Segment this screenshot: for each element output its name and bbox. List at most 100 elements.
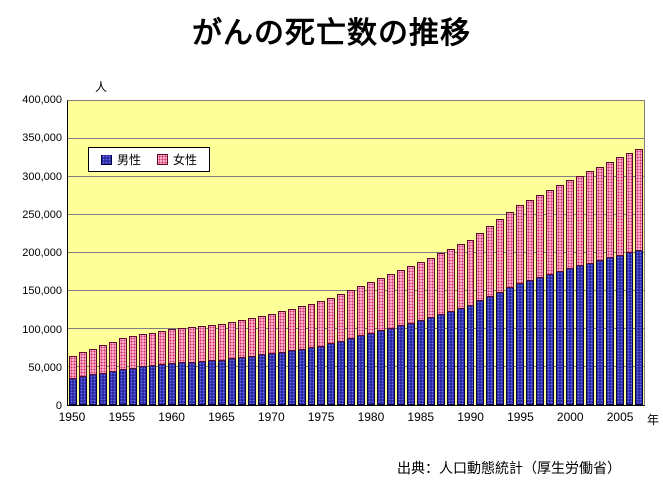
bar-segment-male-1982 (387, 328, 395, 405)
bar-segment-male-1969 (257, 355, 266, 405)
bar-segment-female-1962 (188, 326, 197, 363)
bar-segment-female-1963 (198, 325, 207, 362)
bar-2006 (625, 101, 635, 405)
bar-segment-female-1982 (387, 274, 395, 329)
y-tick-label-250000: 250,000 (22, 208, 62, 221)
x-axis-labels: 1950 1955 1960 1965 1970 1975 1980 1985 1990 1995… (59, 410, 645, 426)
bar-2007 (634, 101, 644, 405)
bar-1985 (416, 101, 426, 405)
legend-label-male: 男性 (117, 153, 142, 167)
bar-segment-male-2005 (615, 255, 624, 405)
bar-segment-female-1999 (555, 185, 564, 272)
plot-area: 男性 女性 (67, 100, 645, 406)
x-tick-label-1995: 1995 (507, 410, 534, 424)
bar-1957 (138, 101, 148, 405)
bar-segment-female-1987 (436, 253, 445, 315)
bar-segment-male-1973 (297, 349, 306, 405)
bar-1966 (227, 101, 237, 405)
bar-segment-male-1975 (317, 346, 326, 405)
bar-1960 (167, 101, 177, 405)
bar-segment-female-2005 (615, 157, 624, 256)
bar-1956 (128, 101, 138, 405)
bar-segment-male-1994 (506, 288, 515, 405)
y-tick-label-350000: 350,000 (22, 132, 62, 145)
bar-segment-female-1980 (367, 282, 376, 334)
bar-segment-female-2000 (565, 180, 574, 269)
bar-segment-female-1974 (307, 303, 316, 349)
bar-1961 (177, 101, 187, 405)
bar-segment-female-1959 (158, 330, 167, 366)
bar-segment-female-1968 (247, 317, 256, 357)
bar-segment-female-1961 (178, 327, 187, 364)
y-tick-label-0: 0 (55, 400, 62, 412)
bar-segment-male-1954 (108, 371, 117, 405)
bar-1962 (187, 101, 197, 405)
bar-1964 (207, 101, 217, 405)
bar-segment-female-1955 (118, 338, 127, 370)
bar-segment-female-1981 (377, 278, 385, 332)
bar-segment-female-1958 (148, 332, 157, 367)
bar-segment-male-1950 (69, 379, 77, 405)
bar-segment-male-1951 (78, 377, 87, 405)
bar-1996 (525, 101, 535, 405)
bar-1978 (346, 101, 356, 405)
legend: 男性 女性 (88, 147, 211, 172)
bar-1986 (426, 101, 436, 405)
bar-1972 (287, 101, 297, 405)
gridline-300000 (68, 176, 644, 177)
bar-segment-male-2000 (565, 268, 574, 405)
bar-segment-female-1970 (267, 313, 276, 355)
bar-1987 (436, 101, 446, 405)
x-tick-label-1985: 1985 (407, 410, 435, 424)
bar-segment-female-1995 (516, 205, 525, 284)
bar-1976 (326, 101, 336, 405)
bar-1955 (118, 101, 128, 405)
y-axis-unit-label: 人 (95, 80, 108, 94)
bar-segment-male-1993 (496, 292, 505, 405)
bar-1958 (148, 101, 158, 405)
bar-2005 (615, 101, 625, 405)
y-tick-label-300000: 300,000 (22, 170, 62, 183)
y-tick-label-100000: 100,000 (22, 323, 62, 336)
bar-1963 (197, 101, 207, 405)
bar-segment-female-1985 (416, 262, 425, 321)
bar-segment-female-2007 (635, 149, 644, 251)
bar-segment-female-1997 (536, 195, 544, 278)
y-axis-labels: 0 50,000 100,000 150,000 200,000 250,000 300,0… (0, 94, 62, 412)
bar-segment-male-1957 (138, 367, 147, 405)
bar-segment-male-1983 (396, 326, 405, 405)
bar-segment-female-1972 (287, 308, 296, 352)
bar-segment-male-1955 (118, 369, 127, 405)
bar-segment-male-1980 (367, 333, 376, 405)
gridline-50000 (68, 366, 644, 367)
bar-segment-female-1954 (108, 341, 117, 372)
bar-segment-male-1985 (416, 320, 425, 405)
bar-segment-male-1978 (347, 338, 356, 405)
bar-segment-male-1977 (337, 341, 346, 405)
bar-1975 (316, 101, 326, 405)
bar-1981 (376, 101, 386, 405)
bar-1951 (78, 101, 88, 405)
bar-segment-female-1978 (347, 289, 356, 339)
bar-segment-male-1968 (247, 356, 256, 405)
bar-1980 (366, 101, 376, 405)
bar-1952 (88, 101, 98, 405)
gridline-150000 (68, 290, 644, 291)
bar-segment-male-1965 (218, 360, 226, 405)
bar-1989 (456, 101, 466, 405)
bar-1970 (267, 101, 277, 405)
bar-1967 (237, 101, 247, 405)
x-tick-label-1965: 1965 (208, 410, 235, 424)
bar-segment-male-1964 (208, 361, 217, 405)
bar-1984 (406, 101, 416, 405)
bar-segment-male-1992 (486, 297, 495, 405)
bar-segment-female-1967 (237, 319, 246, 358)
x-tick-label-1975: 1975 (307, 410, 335, 424)
bar-segment-male-1958 (148, 366, 157, 405)
legend-label-female: 女性 (173, 153, 198, 167)
x-tick-label-2005: 2005 (606, 410, 634, 424)
female-swatch-icon (157, 154, 169, 165)
bar-segment-male-1988 (446, 311, 455, 405)
bar-segment-female-1991 (476, 232, 485, 302)
bar-segment-female-1996 (526, 200, 535, 281)
